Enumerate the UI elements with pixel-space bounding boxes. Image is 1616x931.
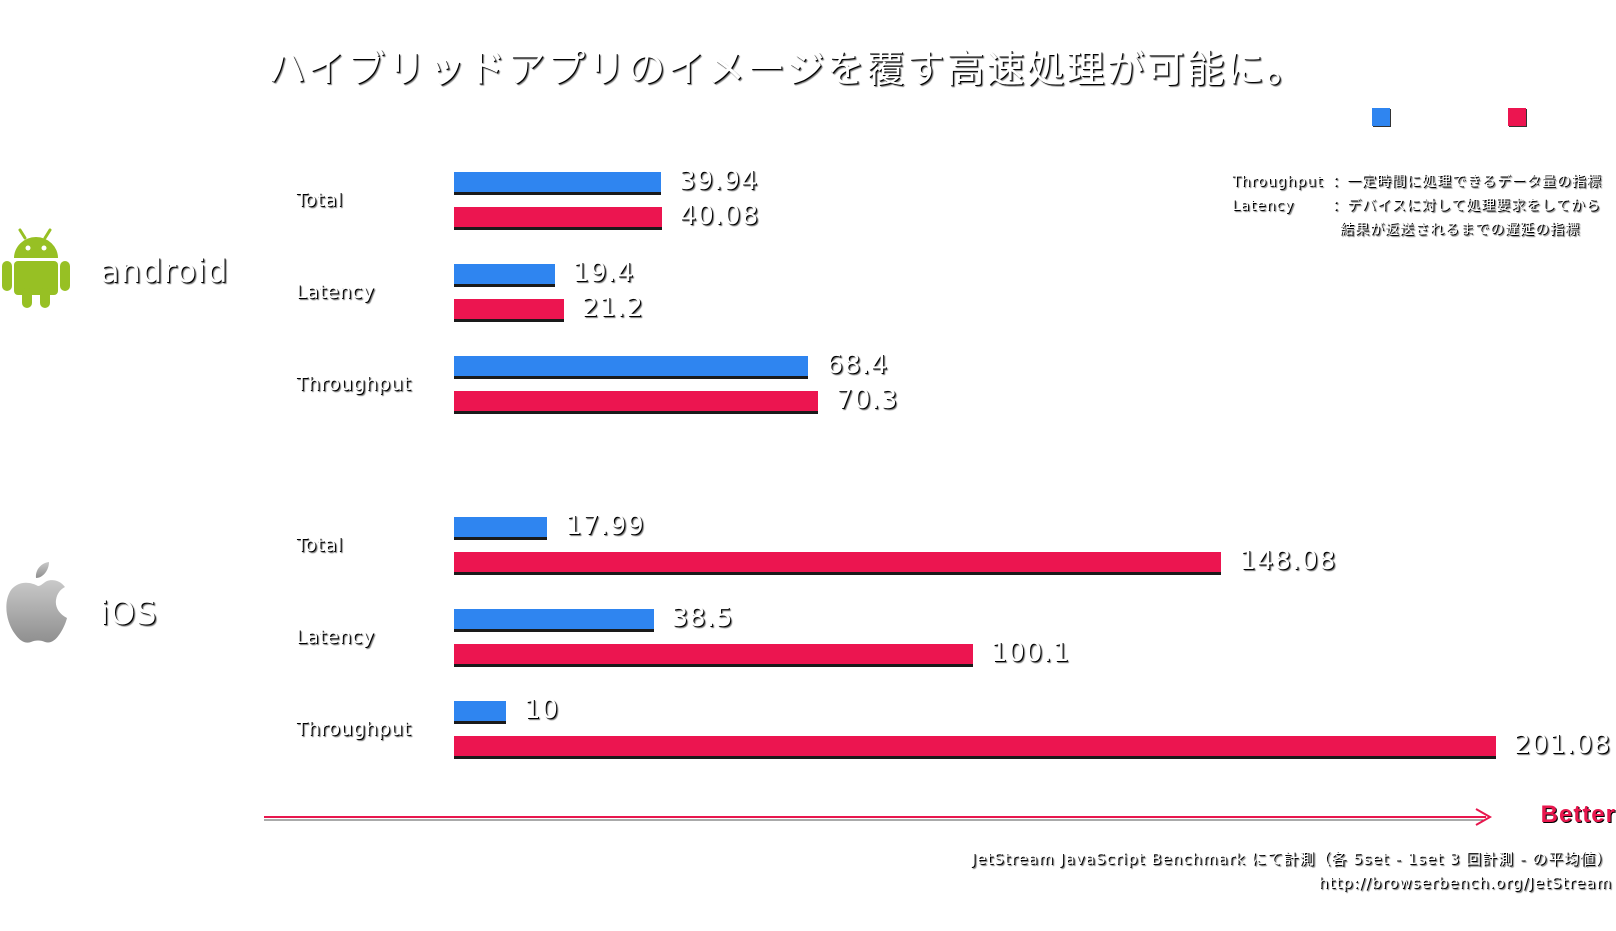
value-label: 19.4 [572, 258, 635, 288]
category-label: Latency [296, 626, 375, 648]
note-throughput-desc: ：一定時間に処理できるデータ量の指標 [1332, 174, 1602, 190]
bar [454, 356, 809, 376]
value-label: 38.5 [671, 603, 734, 633]
legend-swatch-series-b [1508, 108, 1526, 126]
value-label: 17.99 [565, 511, 645, 541]
bar [454, 644, 973, 664]
group-label-android: android [100, 252, 229, 290]
bar [454, 609, 654, 629]
category-label: Throughput [296, 373, 412, 395]
chart-title: ハイブリッドアプリのイメージを覆す高速処理が可能に。 [268, 47, 1307, 91]
value-label: 10 [523, 695, 559, 725]
bar [454, 552, 1222, 572]
metric-notes: Throughput ：一定時間に処理できるデータ量の指標 Latency ：デバイ… [1232, 170, 1602, 242]
value-label: 40.08 [679, 201, 760, 231]
better-arrow-icon [264, 808, 1493, 826]
value-label: 148.08 [1239, 546, 1337, 576]
value-label: 70.3 [836, 385, 899, 415]
note-latency-key: Latency [1232, 198, 1295, 214]
source-url: http://browserbench.org/JetStream [1318, 874, 1612, 892]
apple-icon [6, 562, 67, 643]
note-throughput-key: Throughput [1232, 174, 1324, 190]
value-label: 21.2 [581, 293, 644, 323]
category-label: Total [296, 534, 343, 556]
category-label: Latency [296, 281, 375, 303]
bar [454, 736, 1496, 756]
category-label: Total [296, 189, 343, 211]
bar [454, 517, 548, 537]
source-note: JetStream JavaScript Benchmark にて計測（各 5s… [971, 850, 1612, 868]
value-label: 100.1 [990, 638, 1071, 668]
bar [454, 207, 662, 227]
bar [454, 701, 506, 721]
category-label: Throughput [296, 718, 412, 740]
legend-swatch-series-a [1372, 108, 1390, 126]
bar [454, 391, 819, 411]
group-label-ios: iOS [100, 594, 158, 632]
note-latency-desc: ：デバイスに対して処理要求をしてから [1332, 198, 1601, 214]
bar [454, 299, 564, 319]
bar [454, 172, 661, 192]
value-label: 39.94 [678, 166, 759, 196]
android-icon [2, 228, 70, 308]
better-label: Better [1540, 801, 1616, 828]
note-latency-desc-2: 結果が返送されるまでの遅延の指標 [1340, 222, 1580, 238]
bar [454, 264, 555, 284]
value-label: 201.08 [1514, 730, 1611, 760]
value-label: 68.4 [826, 350, 889, 380]
